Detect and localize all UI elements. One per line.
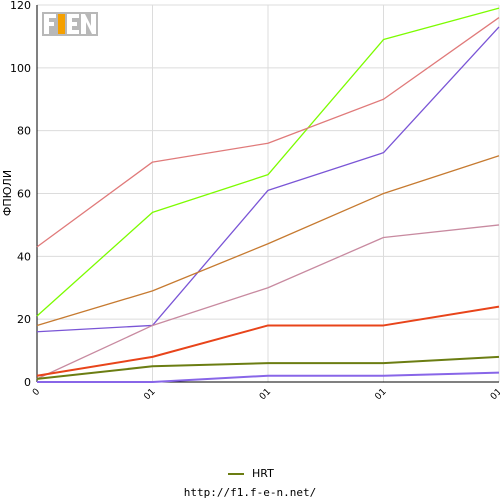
- series-line-4: [36, 155, 500, 327]
- y-tick-label: 80: [17, 125, 31, 138]
- legend-swatch-hrt: [228, 472, 244, 475]
- y-tick-label: 0: [24, 376, 31, 389]
- y-tick-label: 40: [17, 250, 31, 263]
- x-tick-label: 01: [258, 387, 273, 402]
- series-line-8: [37, 371, 500, 383]
- legend: HRT: [228, 467, 274, 480]
- series-line-1: [36, 7, 500, 317]
- y-tick-label: 60: [17, 188, 31, 201]
- series-line-2: [36, 17, 500, 248]
- x-tick-label: 01: [142, 387, 157, 402]
- series-lines: [36, 7, 500, 383]
- y-axis-title: ФПЮЛИ: [1, 170, 14, 216]
- f1en-logo: [42, 12, 98, 36]
- y-tick-label: 100: [10, 62, 31, 75]
- footer-url[interactable]: http://f1.f-e-n.net/: [183, 486, 317, 499]
- x-tick-label: 0: [31, 387, 42, 398]
- series-line-3: [36, 26, 500, 333]
- series-line-7: [36, 355, 500, 380]
- series-line-5: [36, 224, 500, 380]
- series-line-6: [36, 305, 500, 377]
- y-tick-label: 20: [17, 313, 31, 326]
- x-tick-label: 01: [373, 387, 388, 402]
- y-tick-label: 120: [10, 0, 31, 12]
- x-tick-label: 01: [489, 387, 500, 402]
- legend-label-hrt: HRT: [252, 467, 274, 480]
